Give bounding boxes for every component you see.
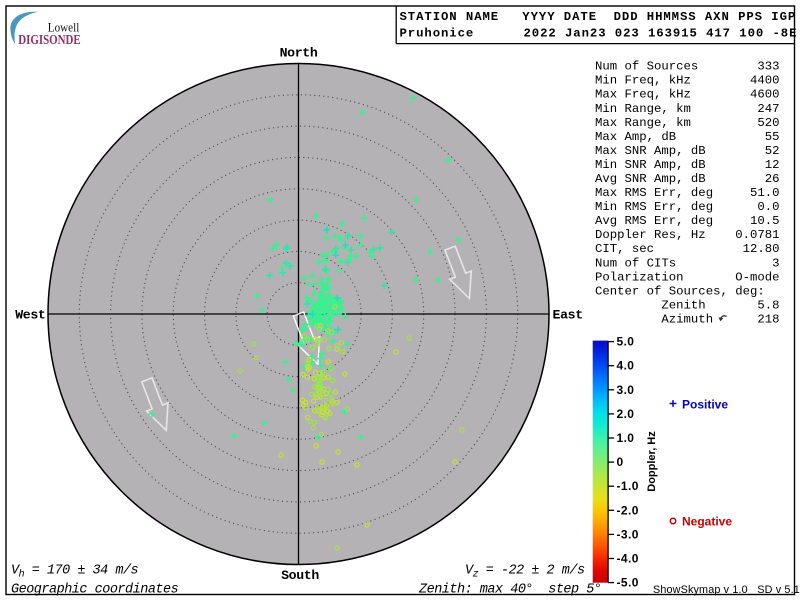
svg-text:-5.0: -5.0 xyxy=(617,576,639,590)
svg-text:-4.0: -4.0 xyxy=(617,552,639,566)
svg-text:3.0: 3.0 xyxy=(617,383,635,397)
svg-text:STATION NAME: STATION NAME xyxy=(400,10,500,24)
svg-text:Azimuth 218: Azimuth 218 xyxy=(595,313,779,327)
svg-text:1.0: 1.0 xyxy=(617,431,635,445)
svg-text:-2.0: -2.0 xyxy=(617,503,639,517)
svg-text:Positive: Positive xyxy=(682,397,728,411)
svg-text:Num of Sources 333: Num of Sources 333 xyxy=(595,60,779,74)
svg-text:Num of CITs 3: Num of CITs 3 xyxy=(595,256,779,270)
svg-text:-3.0: -3.0 xyxy=(617,527,639,541)
svg-text:Vh = 170 ± 34 m/s: Vh = 170 ± 34 m/s xyxy=(11,564,139,581)
svg-text:Min Freq, kHz 4400: Min Freq, kHz 4400 xyxy=(595,74,779,88)
svg-text:Zenith 5.8: Zenith 5.8 xyxy=(595,299,779,313)
svg-text:Max RMS Err, deg 51.0: Max RMS Err, deg 51.0 xyxy=(595,186,779,200)
svg-text:Max Amp, dB 55: Max Amp, dB 55 xyxy=(595,130,779,144)
svg-text:Avg SNR Amp, dB 26: Avg SNR Amp, dB 26 xyxy=(595,172,779,186)
svg-text:5.0: 5.0 xyxy=(617,335,635,349)
svg-text:YYYY DATE DDD HHMMSS AXN PPS: YYYY DATE DDD HHMMSS AXN PPS IGP xyxy=(522,10,796,24)
svg-text:ShowSkymap v 1.0 SD v 5.1: ShowSkymap v 1.0 SD v 5.1 xyxy=(653,584,800,596)
svg-text:0: 0 xyxy=(617,455,624,469)
svg-text:Pruhonice: Pruhonice xyxy=(400,26,475,40)
svg-text:Polarization O-mode: Polarization O-mode xyxy=(595,270,779,284)
svg-text:Geographic coordinates: Geographic coordinates xyxy=(11,582,179,597)
svg-text:West: West xyxy=(15,308,45,323)
svg-text:Doppler, Hz: Doppler, Hz xyxy=(646,431,658,492)
svg-text:East: East xyxy=(553,308,583,323)
svg-text:Min SNR Amp, dB 12: Min SNR Amp, dB 12 xyxy=(595,158,779,172)
svg-text:Max Range, km 520: Max Range, km 520 xyxy=(595,116,779,130)
svg-text:CIT, sec 12.80: CIT, sec 12.80 xyxy=(595,242,779,256)
svg-text:Center of Sources, deg:: Center of Sources, deg: xyxy=(595,284,765,298)
svg-text:Doppler Res, Hz 0.0781: Doppler Res, Hz 0.0781 xyxy=(595,228,779,242)
svg-text:2022 Jan23 023 163915 417 100: 2022 Jan23 023 163915 417 100 -8E xyxy=(524,26,798,40)
svg-text:4.0: 4.0 xyxy=(617,359,635,373)
svg-text:Min RMS Err, deg 0.0: Min RMS Err, deg 0.0 xyxy=(595,200,779,214)
svg-text:Max Freq, kHz 4600: Max Freq, kHz 4600 xyxy=(595,88,779,102)
svg-text:Lowell: Lowell xyxy=(48,21,80,35)
svg-text:North: North xyxy=(280,46,318,61)
svg-text:Max SNR Amp, dB 52: Max SNR Amp, dB 52 xyxy=(595,144,779,158)
svg-text:Zenith: max 40° step 5°: Zenith: max 40° step 5° xyxy=(418,582,601,597)
svg-text:Min Range, km 247: Min Range, km 247 xyxy=(595,102,779,116)
svg-text:DIGISONDE: DIGISONDE xyxy=(18,32,81,47)
svg-text:South: South xyxy=(281,568,319,583)
svg-text:2.0: 2.0 xyxy=(617,407,635,421)
svg-text:Vz = -22 ± 2 m/s: Vz = -22 ± 2 m/s xyxy=(465,564,585,581)
svg-text:-1.0: -1.0 xyxy=(617,479,639,493)
svg-text:Avg RMS Err, deg 10.5: Avg RMS Err, deg 10.5 xyxy=(595,214,779,228)
svg-text:Negative: Negative xyxy=(682,514,732,528)
